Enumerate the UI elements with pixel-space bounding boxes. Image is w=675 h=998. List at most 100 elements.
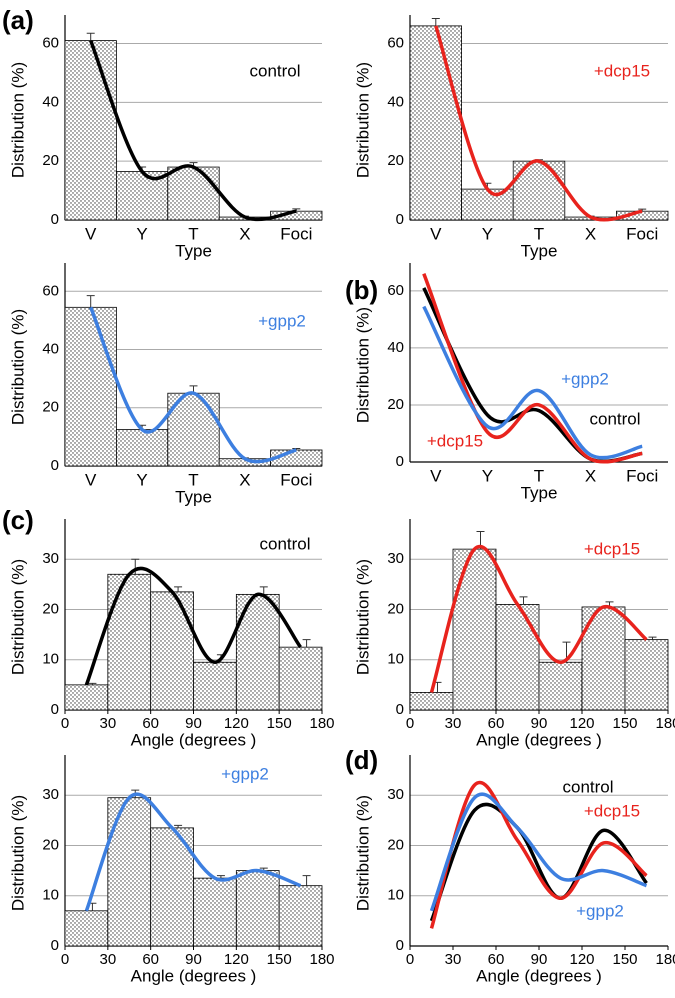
y-tick-label: 20 [387,152,404,169]
x-tick-label: V [430,466,442,485]
x-tick-label: 90 [531,715,548,732]
fit-curve [434,25,643,222]
x-tick-label: V [85,224,97,243]
x-tick-label: Foci [280,224,312,243]
y-tick-label: 40 [42,340,59,357]
error-bar [648,636,657,640]
bar [278,885,323,947]
legend-label: +dcp15 [427,431,483,450]
x-tick-label: Y [482,466,493,485]
x-tick-label: Y [136,470,147,489]
y-tick-label: 20 [387,600,404,617]
x-axis-label: Angle (degrees ) [131,966,257,985]
legend-label: +dcp15 [584,801,640,820]
bar [116,429,169,467]
x-tick-label: 120 [569,715,594,732]
bar [235,870,280,947]
x-tick-label: Y [136,224,147,243]
x-tick-label: 150 [612,951,637,968]
bar [409,692,454,711]
x-tick-label: 120 [224,715,249,732]
annotation: control [249,61,300,80]
x-tick-label: 90 [185,951,202,968]
annotation: +gpp2 [258,311,306,330]
x-axis-label: Type [521,483,558,502]
error-bar [302,875,311,886]
bar [495,604,540,711]
x-tick-label: 60 [142,951,159,968]
x-tick-label: T [534,224,544,243]
x-tick-label: 180 [655,951,675,968]
y-axis-label: Distribution (%) [353,795,372,911]
y-tick-label: 30 [42,550,59,567]
legend-label: +gpp2 [561,369,609,388]
y-tick-label: 0 [51,211,59,228]
series-line [422,305,643,460]
x-tick-label: V [85,470,97,489]
x-tick-label: 120 [224,951,249,968]
x-tick-label: V [430,224,442,243]
bar [107,797,152,947]
x-tick-label: 60 [142,715,159,732]
x-tick-label: 150 [267,715,292,732]
annotation: +dcp15 [584,539,640,558]
error-bar [259,586,268,595]
error-bar [302,639,311,648]
error-bar [88,682,97,685]
y-tick-label: 10 [387,651,404,668]
y-tick-label: 10 [387,887,404,904]
error-bar [216,875,225,879]
bar [107,573,152,711]
series-line [422,273,643,464]
y-axis-label: Distribution (%) [8,62,27,178]
x-tick-label: T [188,470,198,489]
x-tick-label: 30 [99,715,116,732]
x-tick-label: 30 [99,951,116,968]
x-tick-label: 60 [488,715,505,732]
y-tick-label: 0 [396,937,404,954]
error-bar [174,586,183,592]
y-tick-label: 60 [42,34,59,51]
x-tick-label: T [534,466,544,485]
y-tick-label: 20 [387,836,404,853]
x-axis-label: Angle (degrees ) [131,730,257,749]
bar [193,661,237,711]
error-bar [131,558,140,575]
fit-curve [89,306,297,464]
error-bar [86,32,95,41]
series-line [429,792,648,912]
y-axis-label: Distribution (%) [8,309,27,425]
legend-label: control [562,777,613,796]
bar [538,661,583,711]
annotation: +dcp15 [594,61,650,80]
y-axis-label: Distribution (%) [353,62,372,178]
y-axis-label: Distribution (%) [8,559,27,675]
x-tick-label: X [585,224,596,243]
panel-label: (b) [345,275,378,305]
x-axis-label: Type [175,241,212,260]
bar [167,166,220,221]
error-bar [638,208,647,212]
y-tick-label: 60 [42,282,59,299]
y-tick-label: 20 [42,836,59,853]
x-tick-label: 30 [445,715,462,732]
x-tick-label: 0 [406,951,414,968]
x-tick-label: X [585,466,596,485]
x-tick-label: X [239,224,250,243]
x-tick-label: Foci [280,470,312,489]
legend-label: +gpp2 [576,901,624,920]
bar [193,877,237,947]
y-tick-label: 0 [396,453,404,470]
x-tick-label: 120 [569,951,594,968]
y-tick-label: 60 [387,34,404,51]
bar [64,306,117,467]
x-tick-label: 150 [267,951,292,968]
panel-label: (d) [345,745,378,775]
x-tick-label: 180 [309,715,334,732]
fit-curve [84,566,303,686]
x-axis-label: Angle (degrees ) [476,730,602,749]
fit-curve [84,792,302,912]
bar [150,591,194,711]
annotation: +gpp2 [221,764,269,783]
y-tick-label: 20 [42,600,59,617]
